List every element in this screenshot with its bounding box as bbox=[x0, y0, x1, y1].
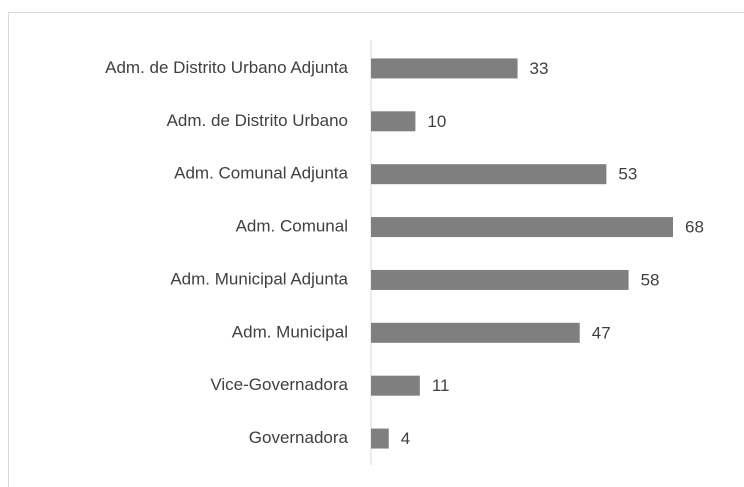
category-label: Adm. Comunal Adjunta bbox=[174, 164, 348, 183]
chart-frame bbox=[8, 12, 744, 487]
bar bbox=[371, 58, 518, 79]
data-label: 68 bbox=[685, 218, 704, 237]
category-label: Adm. de Distrito Urbano Adjunta bbox=[105, 58, 348, 77]
bar bbox=[371, 375, 420, 396]
category-label: Governadora bbox=[249, 428, 349, 447]
data-label: 53 bbox=[618, 165, 637, 184]
bar bbox=[371, 164, 607, 185]
data-label: 4 bbox=[401, 429, 410, 448]
category-label: Vice-Governadora bbox=[210, 375, 348, 394]
category-label: Adm. Municipal bbox=[232, 322, 348, 341]
bar bbox=[371, 428, 389, 449]
bar bbox=[371, 322, 580, 343]
data-label: 11 bbox=[432, 376, 450, 395]
category-label: Adm. de Distrito Urbano bbox=[167, 111, 348, 130]
data-label: 58 bbox=[641, 270, 660, 289]
category-label: Adm. Comunal bbox=[236, 217, 348, 236]
category-label: Adm. Municipal Adjunta bbox=[170, 269, 348, 288]
bar bbox=[371, 217, 673, 238]
bar bbox=[371, 111, 416, 132]
bar bbox=[371, 269, 629, 290]
data-label: 10 bbox=[427, 112, 446, 131]
data-label: 33 bbox=[530, 59, 549, 78]
data-label: 47 bbox=[592, 323, 611, 342]
